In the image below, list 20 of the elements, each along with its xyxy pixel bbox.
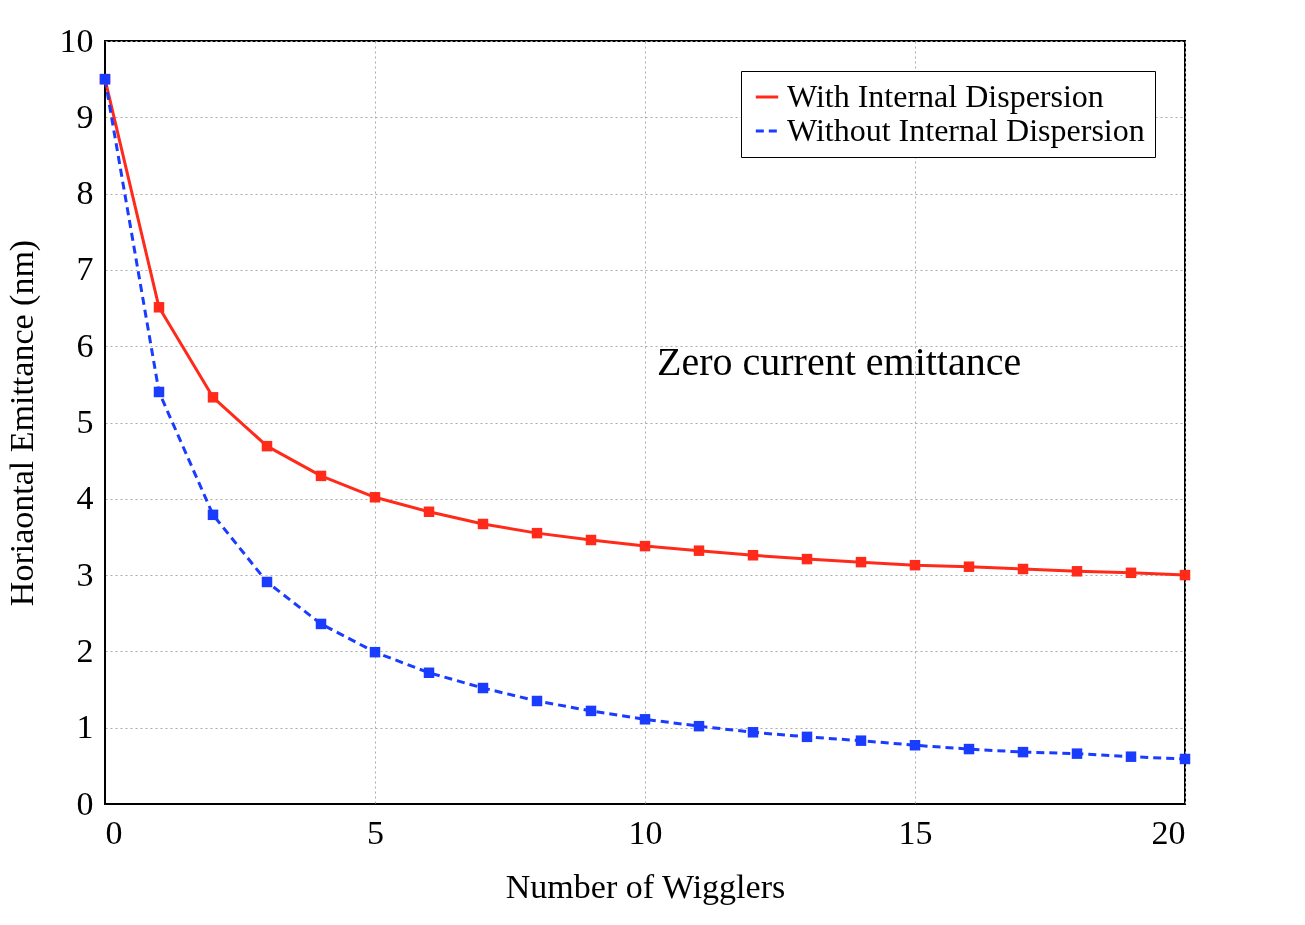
y-tick-label: 10 — [59, 21, 94, 59]
y-tick-label: 3 — [76, 555, 94, 593]
y-axis-title: Horiaontal Emittance (nm) — [2, 239, 41, 607]
x-tick-label: 5 — [367, 813, 384, 851]
y-tick-label: 8 — [76, 174, 94, 212]
y-tick-label: 6 — [76, 326, 94, 364]
legend-label: With Internal Dispersion — [787, 78, 1104, 114]
x-axis-title: Number of Wigglers — [505, 867, 786, 905]
y-tick-label: 9 — [76, 97, 94, 135]
x-tick-label: 20 — [1151, 813, 1186, 851]
x-tick-label: 15 — [898, 813, 933, 851]
y-tick-label: 7 — [76, 250, 94, 288]
y-tick-label: 0 — [76, 784, 94, 822]
annotation: Zero current emittance — [657, 339, 1022, 384]
x-tick-label: 10 — [628, 813, 663, 851]
y-tick-label: 2 — [76, 631, 94, 669]
y-tick-label: 1 — [76, 708, 94, 746]
y-tick-label: 4 — [76, 479, 94, 517]
x-tick-label: 0 — [105, 813, 123, 851]
y-tick-label: 5 — [76, 403, 94, 440]
